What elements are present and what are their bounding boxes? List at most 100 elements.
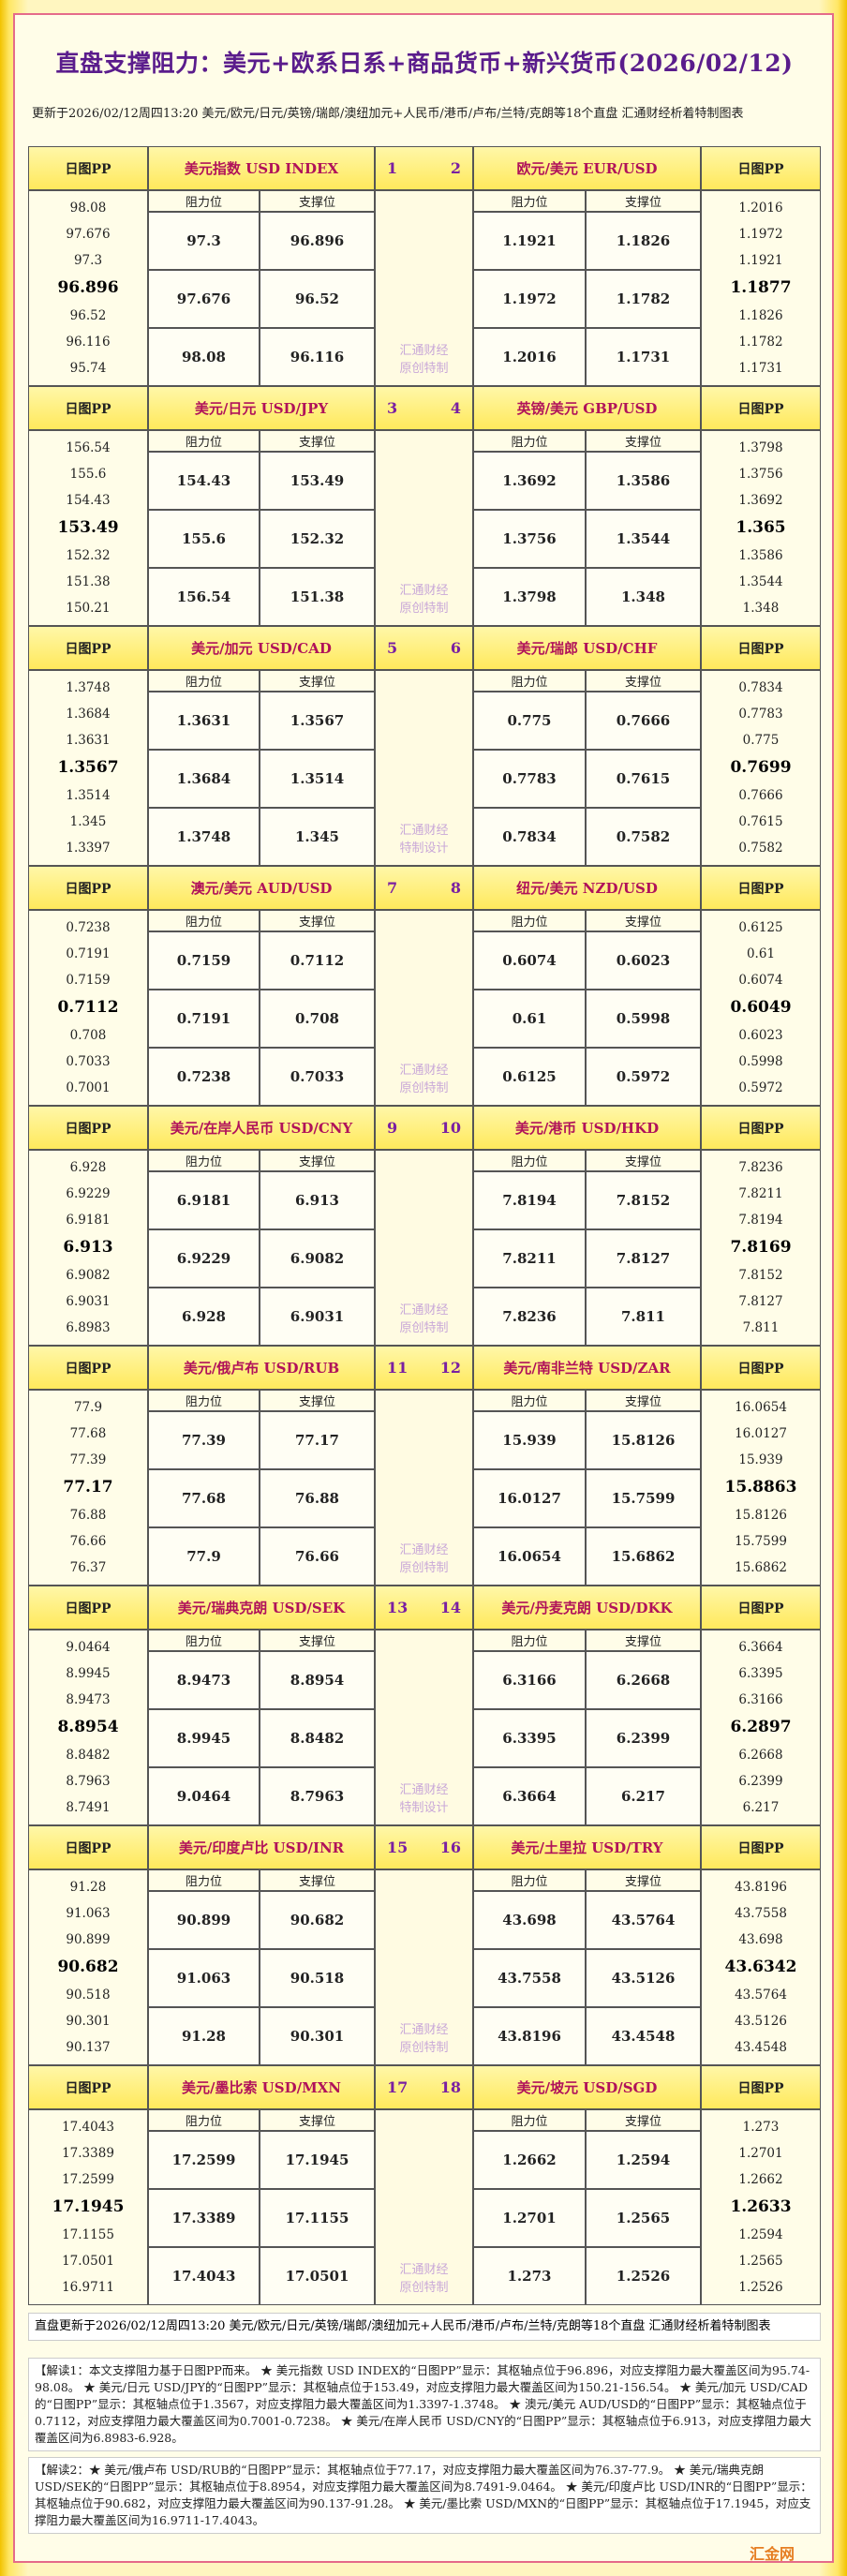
pp-value: 1.3756	[738, 466, 783, 482]
pp-value: 7.8127	[738, 1294, 783, 1310]
pp-value: 76.37	[69, 1559, 107, 1575]
pp-value: 97.3	[73, 252, 103, 268]
pp-value: 90.137	[66, 2039, 111, 2055]
pp-value: 8.7491	[66, 1799, 111, 1815]
support-value: 17.1945	[260, 2131, 375, 2189]
watermark: 汇通财经	[399, 824, 449, 838]
pp-value: 43.5126	[735, 2014, 787, 2030]
pair-number: 4	[450, 399, 461, 417]
pp-value: 1.2701	[738, 2145, 783, 2161]
resistance-value: 17.4043	[148, 2247, 260, 2305]
support-value: 0.7615	[586, 750, 701, 808]
note: 【解读2：★ 美元/俄卢布 USD/RUB的“日图PP”显示：其枢轴点位于77.…	[28, 2457, 821, 2534]
support-value: 17.1155	[260, 2189, 375, 2247]
pp-value: 7.8236	[738, 1159, 783, 1175]
pp-value: 97.676	[66, 226, 111, 242]
watermark: 原创特制	[399, 1561, 449, 1575]
resistance-value: 156.54	[148, 568, 260, 626]
resistance-value: 0.775	[473, 692, 586, 750]
pp-value: 91.28	[69, 1879, 107, 1895]
pp-value: 43.7558	[735, 1905, 787, 1921]
pair-name: 英镑/美元 GBP/USD	[473, 386, 701, 430]
support-value: 96.52	[260, 270, 375, 328]
pp-value: 154.43	[66, 492, 111, 508]
support-value: 17.0501	[260, 2247, 375, 2305]
pair-number: 7	[387, 879, 398, 897]
pair-name: 美元/印度卢比 USD/INR	[148, 1825, 375, 1869]
pp-column: 1.273 1.2701 1.2662 1.2633 1.2594 1.2565 1.252…	[701, 2109, 821, 2305]
support-header: 支撑位	[260, 430, 375, 452]
pp-header: 日图PP	[28, 1586, 148, 1630]
pp-column: 7.8236 7.8211 7.8194 7.8169 7.8152 7.8127 7.81…	[701, 1150, 821, 1346]
pp-value: 6.2897	[730, 1718, 792, 1737]
support-value: 1.1731	[586, 328, 701, 386]
pp-header: 日图PP	[28, 626, 148, 670]
pair-number: 8	[450, 879, 461, 897]
pp-value: 1.2594	[738, 2227, 783, 2243]
pp-header: 日图PP	[28, 146, 148, 190]
pp-column: 43.8196 43.7558 43.698 43.6342 43.5764 43.512…	[701, 1869, 821, 2065]
pp-value: 16.9711	[62, 2279, 114, 2295]
pp-value: 1.365	[736, 518, 786, 538]
pair-name: 美元/俄卢布 USD/RUB	[148, 1346, 375, 1390]
resistance-header: 阻力位	[148, 1390, 260, 1411]
pp-value: 1.1877	[730, 278, 792, 298]
support-value: 96.116	[260, 328, 375, 386]
support-value: 43.4548	[586, 2007, 701, 2065]
resistance-value: 77.39	[148, 1411, 260, 1469]
pair-number: 3	[387, 399, 398, 417]
pp-value: 6.9229	[66, 1185, 111, 1201]
pp-column: 77.9 77.68 77.39 77.17 76.88 76.66 76.37	[28, 1390, 148, 1586]
resistance-header: 阻力位	[148, 430, 260, 452]
resistance-value: 0.6074	[473, 931, 586, 990]
support-header: 支撑位	[260, 910, 375, 931]
resistance-value: 1.3756	[473, 510, 586, 568]
pp-value: 1.3397	[66, 840, 111, 856]
support-value: 6.2668	[586, 1651, 701, 1709]
watermark: 原创特制	[399, 2041, 449, 2055]
resistance-header: 阻力位	[148, 1630, 260, 1651]
resistance-value: 90.899	[148, 1891, 260, 1949]
pp-value: 0.5972	[738, 1080, 783, 1095]
resistance-value: 0.7834	[473, 808, 586, 866]
pp-value: 8.7963	[66, 1774, 111, 1790]
support-value: 8.8954	[260, 1651, 375, 1709]
pp-value: 1.1826	[738, 308, 783, 324]
pp-value: 77.17	[63, 1478, 113, 1497]
support-value: 76.66	[260, 1527, 375, 1586]
resistance-value: 17.2599	[148, 2131, 260, 2189]
pp-value: 6.9031	[66, 1294, 111, 1310]
middle-header: 9 10	[375, 1106, 473, 1150]
pair-name: 美元/加元 USD/CAD	[148, 626, 375, 670]
support-value: 6.217	[586, 1767, 701, 1825]
pp-value: 6.3664	[738, 1639, 783, 1655]
pair-name: 美元/日元 USD/JPY	[148, 386, 375, 430]
pp-value: 1.1731	[738, 360, 783, 376]
pp-value: 98.08	[69, 200, 107, 216]
resistance-header: 阻力位	[148, 2109, 260, 2131]
watermark: 汇通财经	[399, 1064, 449, 1078]
pp-column: 17.4043 17.3389 17.2599 17.1945 17.1155 17.05…	[28, 2109, 148, 2305]
pp-value: 7.811	[742, 1319, 780, 1335]
pp-value: 1.3544	[738, 574, 783, 590]
support-value: 7.811	[586, 1288, 701, 1346]
pp-value: 0.7783	[738, 706, 783, 722]
pp-value: 6.9181	[66, 1212, 111, 1228]
support-value: 0.5972	[586, 1048, 701, 1106]
support-value: 0.7582	[586, 808, 701, 866]
pair-name: 美元/土里拉 USD/TRY	[473, 1825, 701, 1869]
support-value: 1.1782	[586, 270, 701, 328]
pp-value: 0.6125	[738, 919, 783, 935]
pp-column: 0.7238 0.7191 0.7159 0.7112 0.708 0.7033 0.700…	[28, 910, 148, 1106]
resistance-value: 43.8196	[473, 2007, 586, 2065]
pp-column: 6.3664 6.3395 6.3166 6.2897 6.2668 6.2399 6.21…	[701, 1630, 821, 1825]
pp-value: 7.8169	[730, 1238, 792, 1258]
pp-column: 1.2016 1.1972 1.1921 1.1877 1.1826 1.1782 1.17…	[701, 190, 821, 386]
pp-value: 7.8194	[738, 1212, 783, 1228]
pp-column: 1.3798 1.3756 1.3692 1.365 1.3586 1.3544 1.348	[701, 430, 821, 626]
watermark: 原创特制	[399, 2281, 449, 2295]
resistance-header: 阻力位	[473, 2109, 586, 2131]
pp-value: 1.3692	[738, 492, 783, 508]
resistance-value: 43.698	[473, 1891, 586, 1949]
